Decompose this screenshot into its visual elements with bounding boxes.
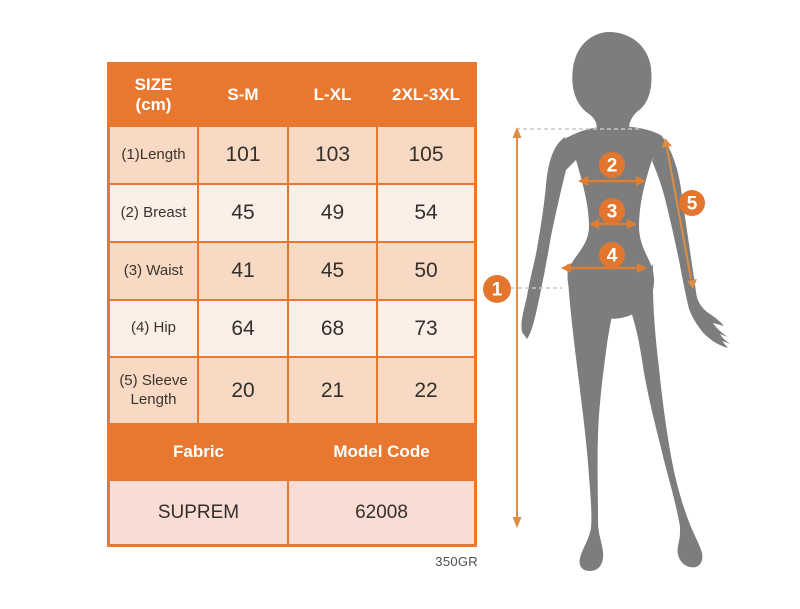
value-sleeve-2xl3xl: 22 xyxy=(378,358,474,423)
column-header-sm: S-M xyxy=(199,65,287,125)
size-unit: (cm) xyxy=(135,95,172,114)
value-hip-sm: 64 xyxy=(199,301,287,356)
marker-label-5: 5 xyxy=(687,194,698,215)
row-label-waist: (3) Waist xyxy=(110,243,197,299)
weight-note: 350GR xyxy=(435,554,478,569)
silhouette-left-leg xyxy=(567,264,616,571)
value-sleeve-sm: 20 xyxy=(199,358,287,423)
silhouette-right-arm xyxy=(652,135,731,348)
fabric-value: SUPREM xyxy=(110,481,287,544)
marker-circle-4 xyxy=(599,242,625,268)
marker-circle-1 xyxy=(483,275,511,303)
value-sleeve-lxl: 21 xyxy=(289,358,376,423)
size-label: SIZE xyxy=(134,75,173,95)
marker-circle-5 xyxy=(679,190,705,216)
measurement-arrow-sleeve xyxy=(662,138,697,289)
measurement-arrow-breast xyxy=(578,176,646,186)
column-header-size: SIZE (cm) xyxy=(110,65,197,125)
woman-silhouette xyxy=(521,31,731,571)
marker-circle-3 xyxy=(599,198,625,224)
marker-label-2: 2 xyxy=(607,156,618,177)
silhouette-head xyxy=(572,31,652,129)
silhouette-left-arm xyxy=(521,137,577,339)
value-waist-sm: 41 xyxy=(199,243,287,299)
marker-circle-2 xyxy=(599,152,625,178)
model-code-value: 62008 xyxy=(289,481,474,544)
value-hip-lxl: 68 xyxy=(289,301,376,356)
value-length-sm: 101 xyxy=(199,127,287,183)
measurement-arrow-waist xyxy=(589,219,637,229)
marker-group: 1 2 3 4 5 xyxy=(483,152,705,303)
value-breast-lxl: 49 xyxy=(289,185,376,241)
value-waist-2xl3xl: 50 xyxy=(378,243,474,299)
row-label-length: (1)Length xyxy=(110,127,197,183)
column-header-lxl: L-XL xyxy=(289,65,376,125)
row-label-sleeve: (5) Sleeve Length xyxy=(110,358,197,423)
value-length-2xl3xl: 105 xyxy=(378,127,474,183)
value-breast-2xl3xl: 54 xyxy=(378,185,474,241)
value-waist-lxl: 45 xyxy=(289,243,376,299)
value-breast-sm: 45 xyxy=(199,185,287,241)
marker-label-1: 1 xyxy=(492,280,503,301)
value-hip-2xl3xl: 73 xyxy=(378,301,474,356)
row-label-breast: (2) Breast xyxy=(110,185,197,241)
row-label-hip: (4) Hip xyxy=(110,301,197,356)
column-header-2xl3xl: 2XL-3XL xyxy=(378,65,474,125)
model-code-header: Model Code xyxy=(289,425,474,479)
fabric-header: Fabric xyxy=(110,425,287,479)
silhouette-right-leg xyxy=(628,264,703,568)
marker-label-3: 3 xyxy=(607,202,618,223)
measurement-figure: 1 2 3 4 5 xyxy=(483,31,731,571)
size-chart-table: SIZE (cm) S-M L-XL 2XL-3XL (1)Length 101… xyxy=(107,62,477,547)
value-length-lxl: 103 xyxy=(289,127,376,183)
measurement-arrow-length xyxy=(512,127,522,528)
marker-label-4: 4 xyxy=(607,246,618,267)
measurement-arrow-hip xyxy=(561,263,647,273)
